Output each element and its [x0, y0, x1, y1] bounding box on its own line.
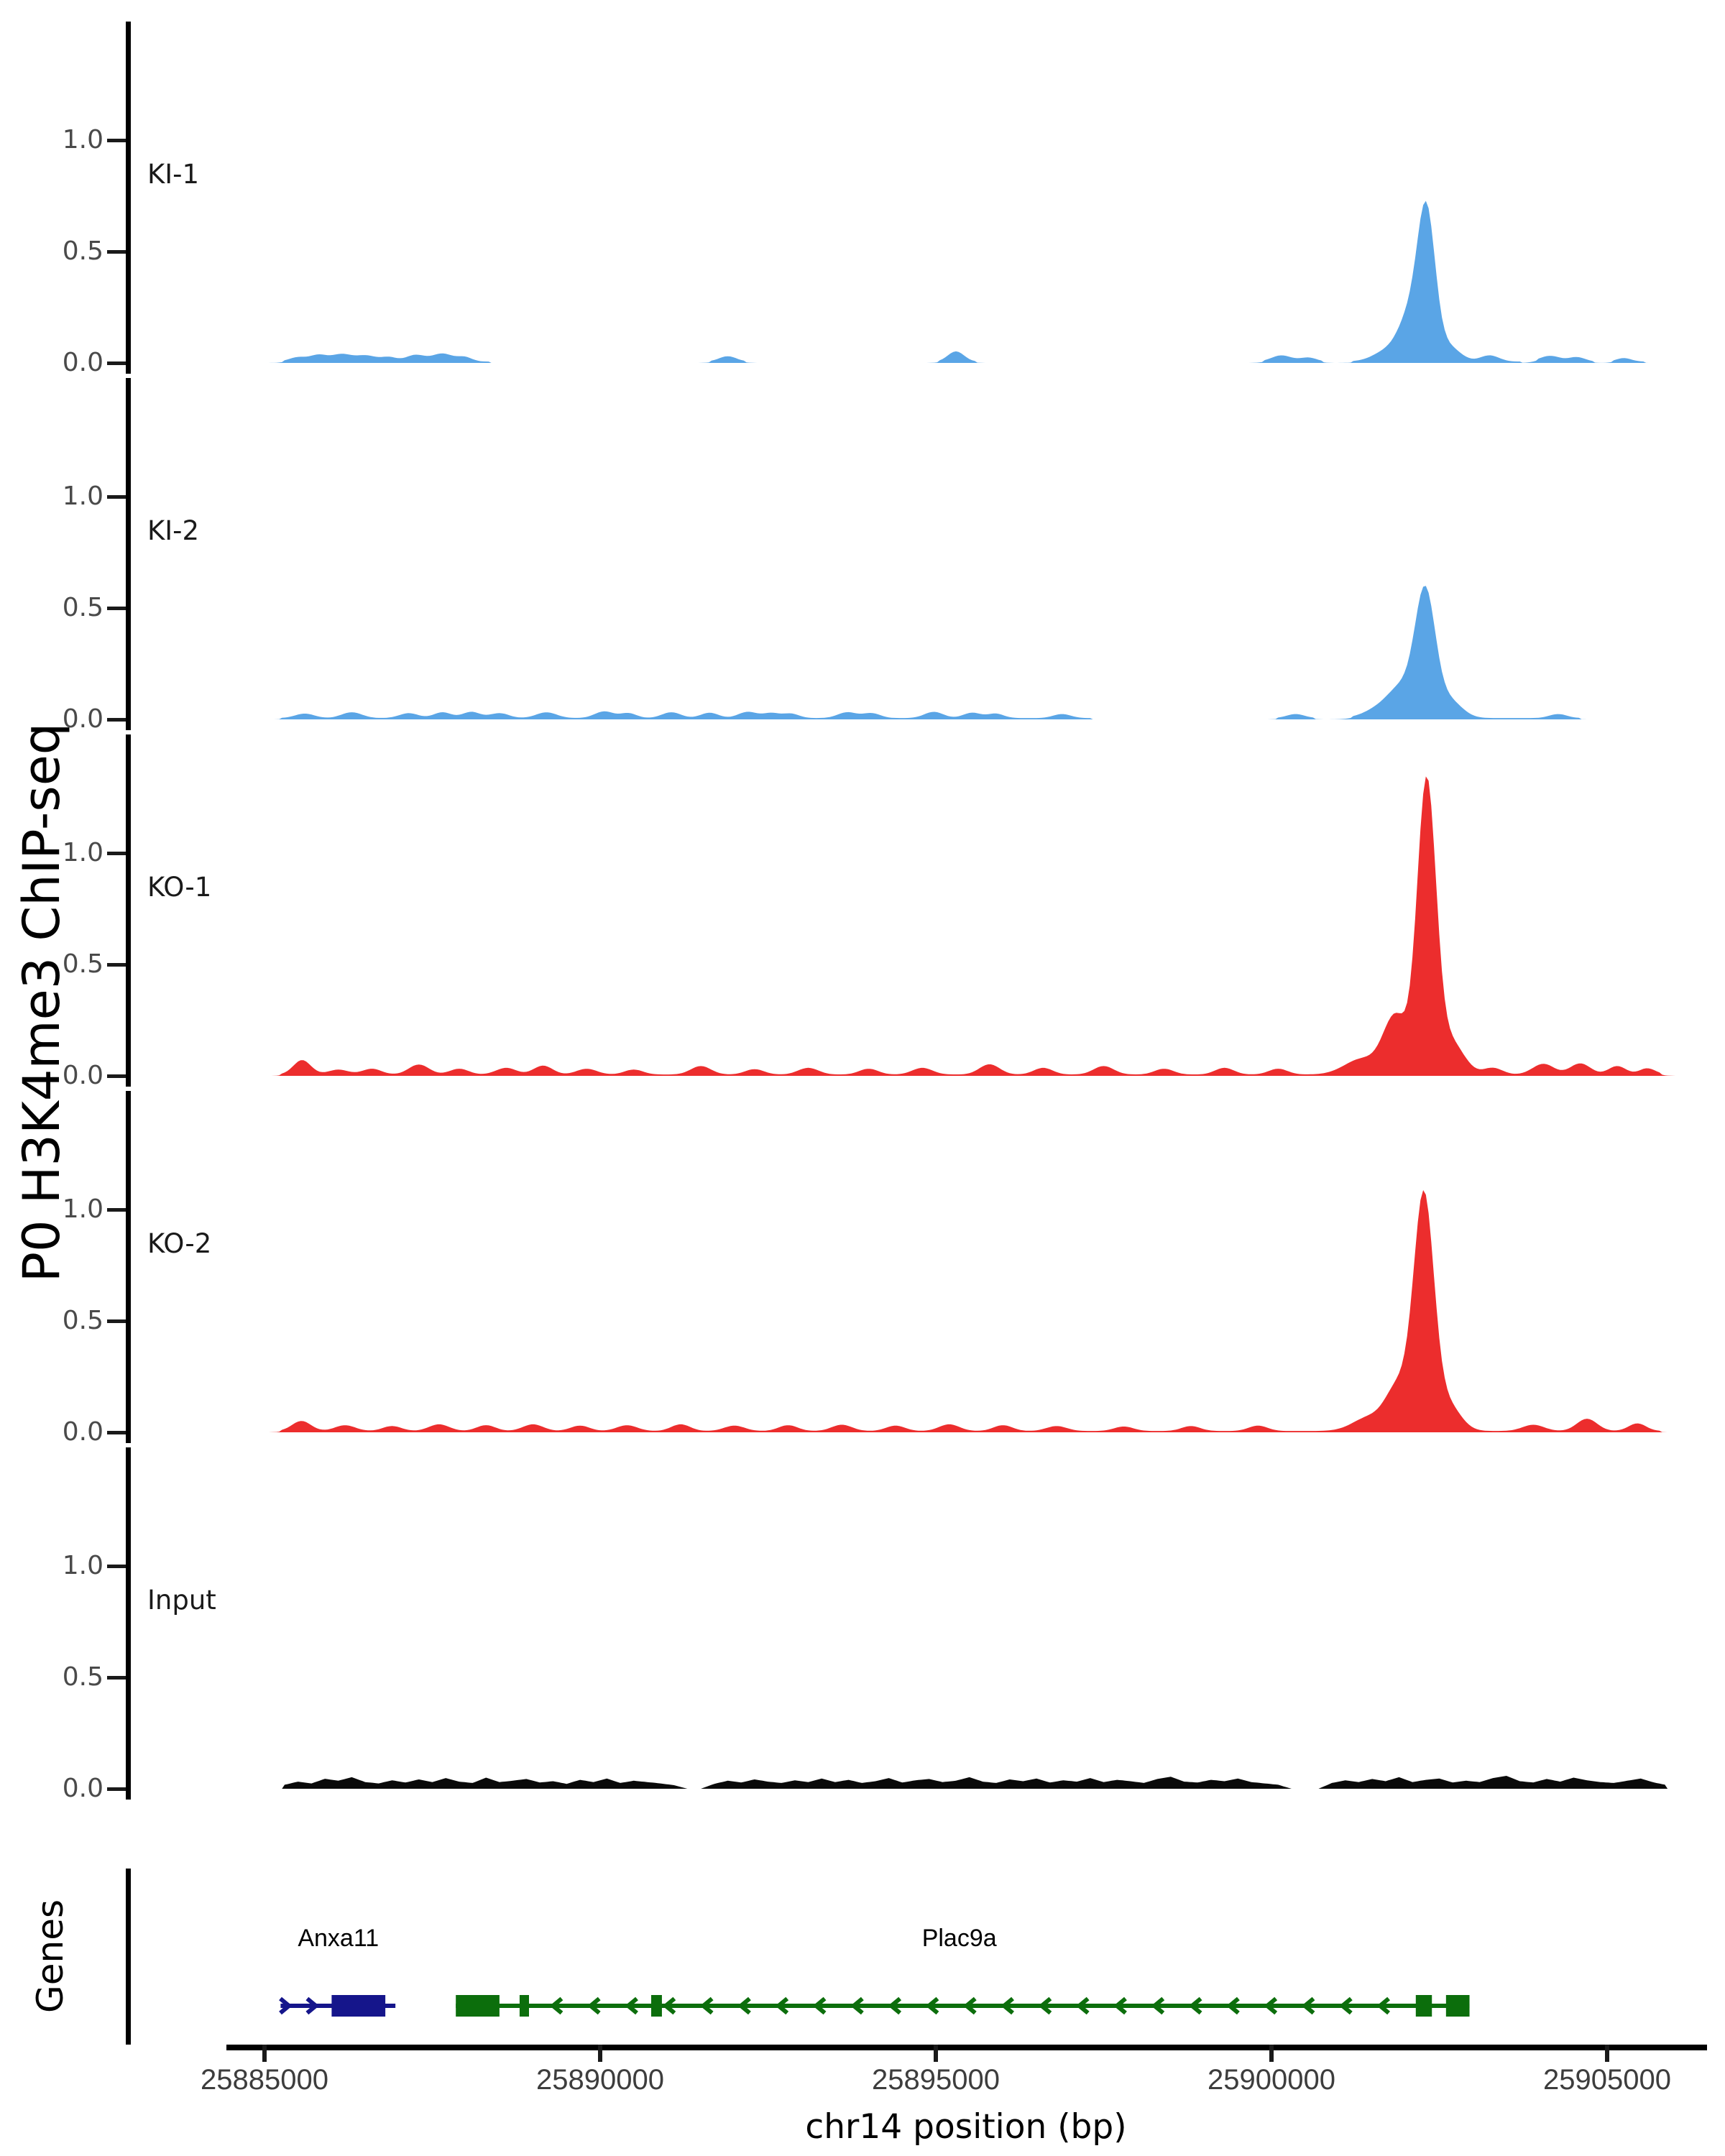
- x-axis-title: chr14 position (bp): [805, 2107, 1127, 2147]
- y-tick-mark-KO-2-0.5: [107, 1319, 126, 1323]
- gene-body-line-Plac9a: [456, 2004, 1470, 2008]
- gene-strand-arrow-Plac9a-18: [1226, 1996, 1240, 2015]
- y-tick-mark-KO-2-1.0: [107, 1208, 126, 1212]
- gene-exon-Plac9a-2: [650, 1995, 662, 2017]
- y-tick-label-Input-0.5: 0.5: [62, 1662, 104, 1692]
- y-tick-label-KI-2-1.0: 1.0: [62, 482, 104, 511]
- gene-strand-arrow-Anxa11-1: [305, 1996, 320, 2015]
- track-label-KI-2: KI-2: [147, 515, 200, 546]
- gene-strand-arrow-Plac9a-21: [1339, 1996, 1353, 2015]
- gene-strand-arrow-Plac9a-12: [1000, 1996, 1014, 2015]
- gene-exon-Plac9a-1: [519, 1995, 529, 2017]
- y-tick-label-KO-2-0.5: 0.5: [62, 1306, 104, 1335]
- y-tick-mark-Input-0.0: [107, 1787, 126, 1791]
- y-tick-mark-KO-2-0.0: [107, 1431, 126, 1434]
- x-tick-label-25895000: 25895000: [872, 2064, 1000, 2096]
- y-tick-mark-KO-1-0.0: [107, 1074, 126, 1078]
- gene-exon-Plac9a-4: [1445, 1995, 1470, 2017]
- gene-strand-arrow-Plac9a-17: [1188, 1996, 1202, 2015]
- gene-strand-arrow-Plac9a-4: [699, 1996, 714, 2015]
- y-tick-label-KI-2-0.0: 0.0: [62, 704, 104, 734]
- gene-strand-arrow-Anxa11-0: [279, 1996, 293, 2015]
- x-tick-mark-25905000: [1605, 2045, 1609, 2062]
- y-tick-label-KI-2-0.5: 0.5: [62, 593, 104, 622]
- gene-strand-arrow-Plac9a-11: [963, 1996, 977, 2015]
- x-axis-line: [226, 2045, 1707, 2050]
- y-tick-mark-KI-1-0.5: [107, 250, 126, 254]
- x-tick-label-25890000: 25890000: [536, 2064, 664, 2096]
- track-y-axis-KO-2: [126, 1091, 131, 1443]
- gene-strand-arrow-Plac9a-16: [1151, 1996, 1165, 2015]
- y-tick-mark-KI-1-1.0: [107, 139, 126, 142]
- gene-label-Anxa11: Anxa11: [298, 1925, 380, 1952]
- track-y-axis-KO-1: [126, 734, 131, 1087]
- y-tick-mark-KI-2-0.0: [107, 718, 126, 722]
- gene-exon-Plac9a-0: [456, 1995, 500, 2017]
- y-tick-mark-KI-2-1.0: [107, 495, 126, 499]
- gene-strand-arrow-Plac9a-5: [737, 1996, 751, 2015]
- y-tick-label-KO-2-1.0: 1.0: [62, 1194, 104, 1224]
- coverage-area-Input: [257, 1776, 1681, 1789]
- track-label-KO-2: KO-2: [147, 1228, 212, 1259]
- y-tick-label-Input-1.0: 1.0: [62, 1551, 104, 1580]
- y-tick-label-KI-1-0.0: 0.0: [62, 348, 104, 377]
- gene-strand-arrow-Plac9a-2: [625, 1996, 638, 2015]
- gene-strand-arrow-Plac9a-6: [775, 1996, 789, 2015]
- gene-strand-arrow-Plac9a-13: [1038, 1996, 1052, 2015]
- y-tick-label-KI-1-1.0: 1.0: [62, 125, 104, 155]
- gene-strand-arrow-Plac9a-0: [549, 1996, 564, 2015]
- gene-label-Plac9a: Plac9a: [921, 1925, 997, 1952]
- y-tick-label-KO-1-1.0: 1.0: [62, 838, 104, 867]
- x-tick-mark-25900000: [1269, 2045, 1274, 2062]
- x-tick-mark-25885000: [262, 2045, 267, 2062]
- coverage-area-KI-2: [257, 586, 1681, 719]
- gene-strand-arrow-Plac9a-3: [662, 1996, 676, 2015]
- gene-strand-arrow-Plac9a-14: [1075, 1996, 1090, 2015]
- x-tick-label-25885000: 25885000: [201, 2064, 328, 2096]
- gene-strand-arrow-Plac9a-9: [888, 1996, 902, 2015]
- track-y-axis-Input: [126, 1447, 131, 1800]
- coverage-area-KO-1: [257, 776, 1681, 1076]
- y-tick-mark-KI-1-0.0: [107, 361, 126, 365]
- track-y-axis-KI-1: [126, 22, 131, 374]
- track-label-Input: Input: [147, 1585, 216, 1616]
- y-tick-mark-Input-1.0: [107, 1565, 126, 1568]
- track-label-KO-1: KO-1: [147, 872, 212, 903]
- genes-y-axis-line: [126, 1869, 131, 2045]
- gene-exon-Anxa11-0: [331, 1995, 386, 2017]
- y-tick-label-KI-1-0.5: 0.5: [62, 236, 104, 266]
- y-tick-label-KO-1-0.5: 0.5: [62, 949, 104, 979]
- track-label-KI-1: KI-1: [147, 159, 200, 190]
- track-y-axis-KI-2: [126, 378, 131, 730]
- gene-strand-arrow-Plac9a-22: [1376, 1996, 1391, 2015]
- y-tick-mark-KI-2-0.5: [107, 607, 126, 610]
- gene-strand-arrow-Plac9a-1: [587, 1996, 601, 2015]
- x-tick-mark-25890000: [598, 2045, 602, 2062]
- y-tick-label-KO-1-0.0: 0.0: [62, 1061, 104, 1090]
- gene-exon-Plac9a-3: [1415, 1995, 1432, 2017]
- y-tick-mark-Input-0.5: [107, 1676, 126, 1680]
- coverage-area-KI-1: [257, 201, 1681, 363]
- gene-strand-arrow-Plac9a-19: [1264, 1996, 1278, 2015]
- y-tick-mark-KO-1-0.5: [107, 963, 126, 967]
- y-tick-label-KO-2-0.0: 0.0: [62, 1417, 104, 1447]
- x-tick-mark-25895000: [934, 2045, 938, 2062]
- gene-strand-arrow-Plac9a-10: [925, 1996, 939, 2015]
- x-tick-label-25905000: 25905000: [1543, 2064, 1671, 2096]
- gene-strand-arrow-Plac9a-8: [850, 1996, 864, 2015]
- coverage-area-KO-2: [257, 1190, 1681, 1432]
- gene-strand-arrow-Plac9a-7: [812, 1996, 827, 2015]
- y-tick-mark-KO-1-1.0: [107, 852, 126, 855]
- y-tick-label-Input-0.0: 0.0: [62, 1774, 104, 1803]
- x-tick-label-25900000: 25900000: [1208, 2064, 1335, 2096]
- gene-strand-arrow-Plac9a-15: [1113, 1996, 1127, 2015]
- gene-strand-arrow-Plac9a-20: [1301, 1996, 1315, 2015]
